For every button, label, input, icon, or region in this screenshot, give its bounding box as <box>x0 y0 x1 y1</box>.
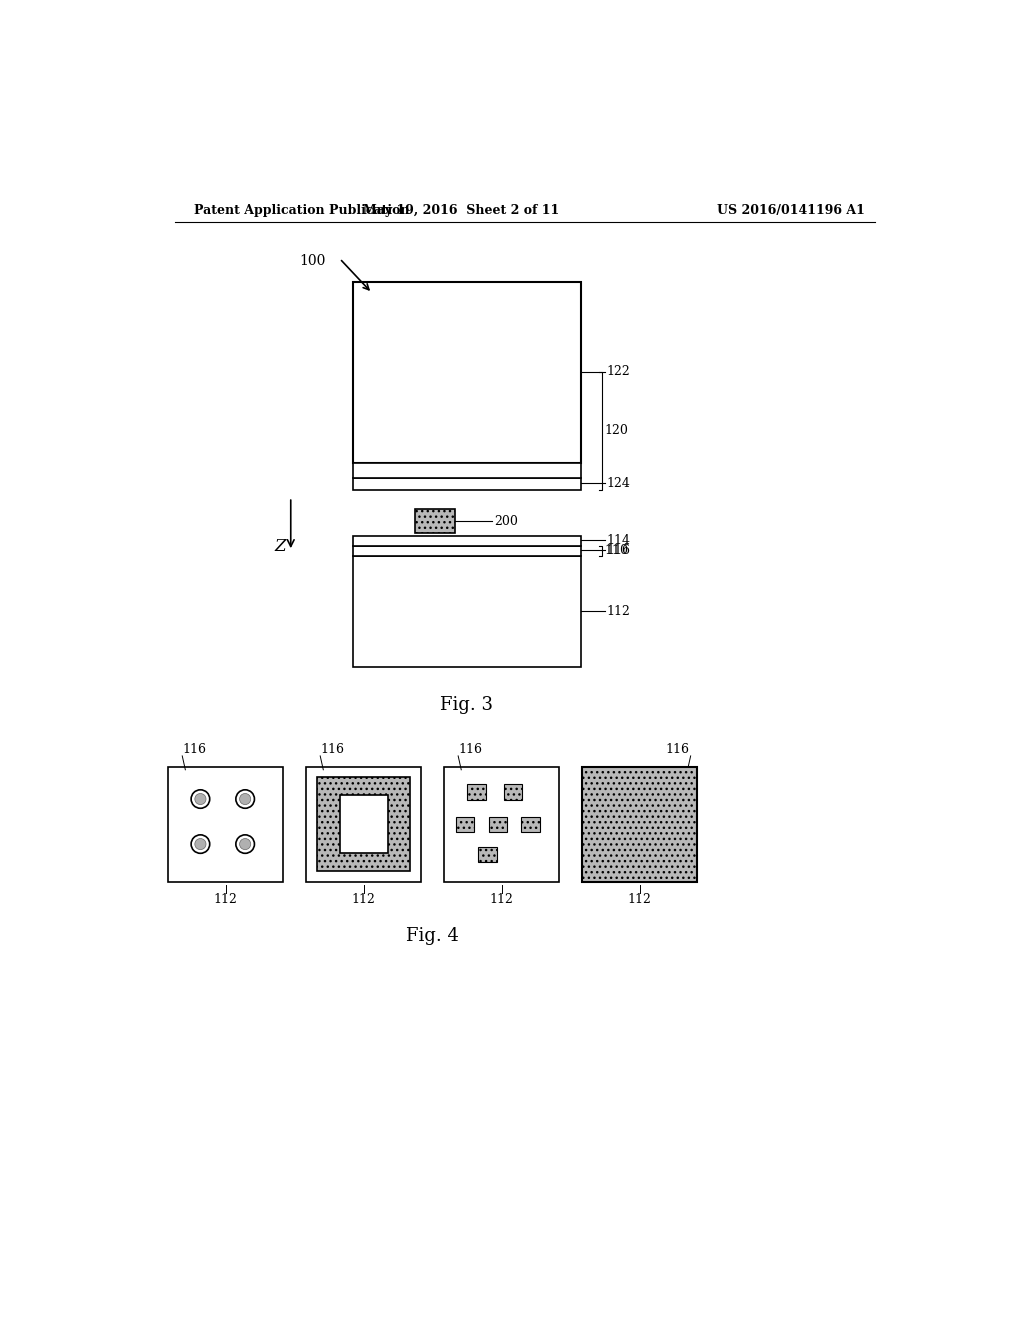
Circle shape <box>240 793 251 805</box>
Bar <box>168 767 283 882</box>
Circle shape <box>191 834 210 853</box>
Text: Z: Z <box>274 539 287 554</box>
Text: 116: 116 <box>458 743 482 756</box>
Text: 110: 110 <box>604 544 629 557</box>
Text: 112: 112 <box>214 892 238 906</box>
Text: 112: 112 <box>628 892 651 906</box>
Bar <box>352 478 582 490</box>
Bar <box>478 847 497 862</box>
Text: Fig. 4: Fig. 4 <box>407 927 459 945</box>
Circle shape <box>236 834 254 853</box>
Bar <box>352 462 582 478</box>
Bar <box>306 767 421 882</box>
Bar <box>504 784 522 800</box>
Circle shape <box>195 838 206 850</box>
Bar <box>352 281 582 462</box>
Text: 116: 116 <box>666 743 689 756</box>
Text: 116: 116 <box>606 544 630 557</box>
Circle shape <box>236 789 254 808</box>
Text: 116: 116 <box>321 743 344 756</box>
Text: 112: 112 <box>489 892 513 906</box>
Bar <box>467 784 485 800</box>
Bar <box>352 545 582 556</box>
Bar <box>352 536 582 545</box>
Text: Patent Application Publication: Patent Application Publication <box>194 205 410 218</box>
Text: 112: 112 <box>606 605 630 618</box>
Text: May 19, 2016  Sheet 2 of 11: May 19, 2016 Sheet 2 of 11 <box>364 205 559 218</box>
Text: 116: 116 <box>182 743 206 756</box>
Bar <box>583 767 697 882</box>
Circle shape <box>195 793 206 805</box>
Text: 120: 120 <box>604 424 629 437</box>
Text: 124: 124 <box>606 477 630 490</box>
Text: 100: 100 <box>299 253 326 268</box>
Text: 122: 122 <box>606 366 630 379</box>
Text: 114: 114 <box>606 533 630 546</box>
Bar <box>488 817 508 832</box>
Text: Fig. 3: Fig. 3 <box>440 696 494 714</box>
Bar <box>317 777 410 871</box>
Circle shape <box>191 789 210 808</box>
Bar <box>521 817 540 832</box>
Bar <box>340 795 388 853</box>
Bar <box>415 508 455 533</box>
Text: 112: 112 <box>351 892 376 906</box>
Text: US 2016/0141196 A1: US 2016/0141196 A1 <box>717 205 865 218</box>
Bar <box>456 817 474 832</box>
Circle shape <box>240 838 251 850</box>
Bar <box>352 556 582 668</box>
Bar <box>444 767 559 882</box>
Text: 200: 200 <box>494 515 518 528</box>
